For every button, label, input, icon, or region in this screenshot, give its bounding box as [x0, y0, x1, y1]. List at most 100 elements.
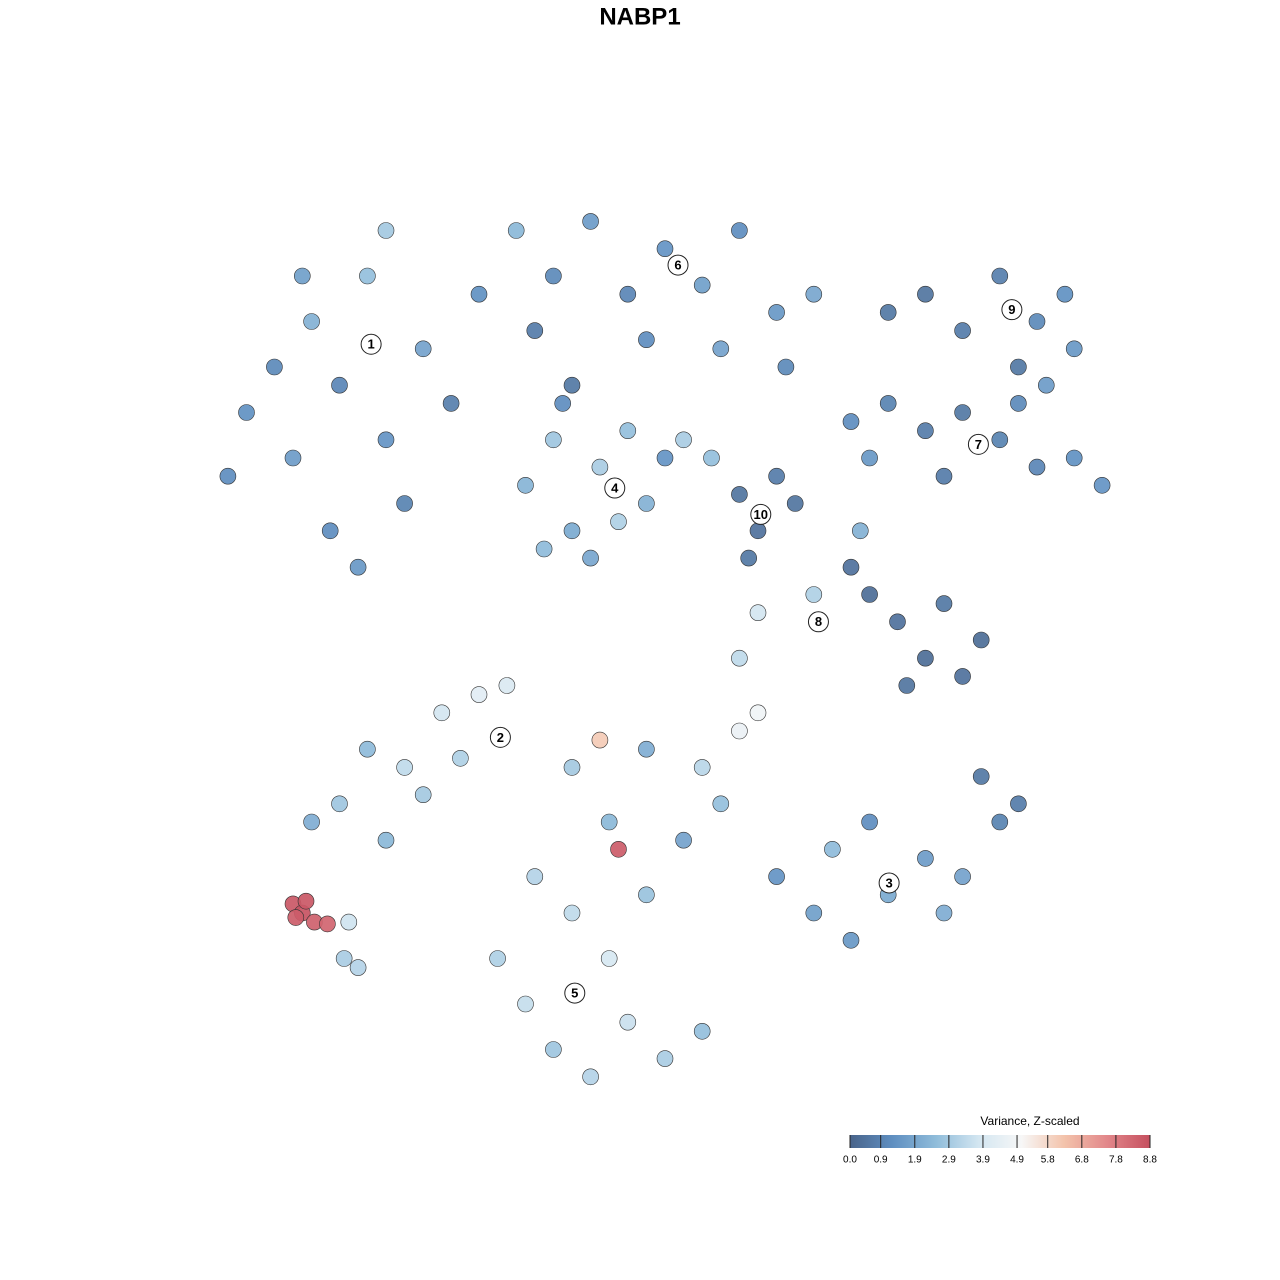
point [303, 813, 320, 831]
point [517, 476, 534, 494]
point [703, 449, 720, 467]
point [935, 595, 953, 612]
cluster-label: 9 [1008, 302, 1015, 317]
point [1056, 285, 1074, 303]
point [805, 586, 823, 603]
point [805, 285, 823, 303]
point [768, 467, 785, 485]
point [675, 431, 692, 449]
point [554, 395, 572, 412]
point [954, 322, 971, 339]
point [610, 513, 627, 531]
cluster-label-badge [667, 254, 689, 276]
point [433, 704, 451, 722]
point [321, 522, 339, 540]
point [675, 831, 692, 849]
point [563, 904, 581, 922]
point [319, 915, 336, 933]
point [349, 558, 367, 576]
point [917, 850, 934, 867]
point [693, 1023, 711, 1040]
cluster-label: 6 [674, 258, 681, 273]
point [842, 931, 860, 949]
point [545, 1041, 562, 1058]
point [842, 413, 860, 430]
point [526, 868, 544, 885]
point [610, 840, 627, 858]
point [266, 358, 283, 376]
point [359, 267, 376, 285]
point [638, 740, 655, 758]
point [851, 522, 869, 540]
point [284, 449, 302, 467]
colorbar-tick-label: 0.9 [874, 1155, 888, 1166]
colorbar-tick-label: 2.9 [942, 1155, 956, 1166]
point [600, 813, 618, 831]
point [656, 1050, 674, 1067]
point [619, 422, 637, 440]
point [545, 431, 562, 449]
point [489, 950, 506, 967]
point [1065, 340, 1083, 358]
point [638, 886, 655, 904]
point [972, 631, 990, 649]
point [1010, 395, 1027, 412]
point [972, 768, 990, 785]
colorbar-tick-label: 4.9 [1010, 1155, 1024, 1166]
colorbar [850, 1135, 1150, 1148]
point [470, 686, 488, 703]
point [768, 304, 785, 321]
point [331, 795, 348, 813]
point [331, 376, 348, 394]
colorbar-tick-label: 0.0 [843, 1155, 857, 1166]
point [563, 376, 581, 394]
point [470, 285, 488, 303]
point [861, 449, 878, 467]
point [535, 540, 553, 558]
cluster-label: 4 [611, 480, 619, 495]
cluster-label-badge [360, 333, 382, 355]
cluster-label-badge [807, 611, 829, 633]
cluster-label: 2 [497, 730, 504, 745]
point [238, 404, 255, 421]
point [526, 322, 544, 339]
point [517, 995, 534, 1013]
point [1028, 458, 1046, 476]
point [287, 909, 305, 926]
point [638, 495, 655, 512]
cluster-label-badge [604, 477, 626, 499]
point [693, 276, 711, 294]
point [442, 395, 460, 412]
point [1010, 358, 1027, 376]
point [740, 549, 758, 567]
point [303, 313, 320, 330]
point [396, 759, 413, 776]
point [712, 340, 730, 358]
colorbar-tick-label: 6.8 [1075, 1155, 1089, 1166]
point [414, 786, 432, 804]
point [1065, 449, 1083, 467]
point [349, 959, 367, 976]
point [731, 486, 748, 503]
point [805, 904, 823, 922]
point [1093, 476, 1111, 494]
point [777, 358, 795, 376]
point [619, 1013, 637, 1031]
point [377, 431, 395, 449]
point [991, 813, 1009, 831]
point [377, 831, 395, 849]
point [600, 950, 618, 967]
point [861, 813, 878, 831]
point [335, 950, 353, 967]
point [786, 495, 804, 512]
point [879, 395, 897, 412]
points [219, 213, 1111, 1086]
point [861, 586, 878, 603]
colorbar-tick-label: 7.8 [1109, 1155, 1123, 1166]
point [545, 267, 562, 285]
point [712, 795, 730, 813]
point [889, 613, 906, 631]
point [749, 704, 767, 722]
cluster-label-badge [750, 503, 772, 525]
point [359, 740, 376, 758]
